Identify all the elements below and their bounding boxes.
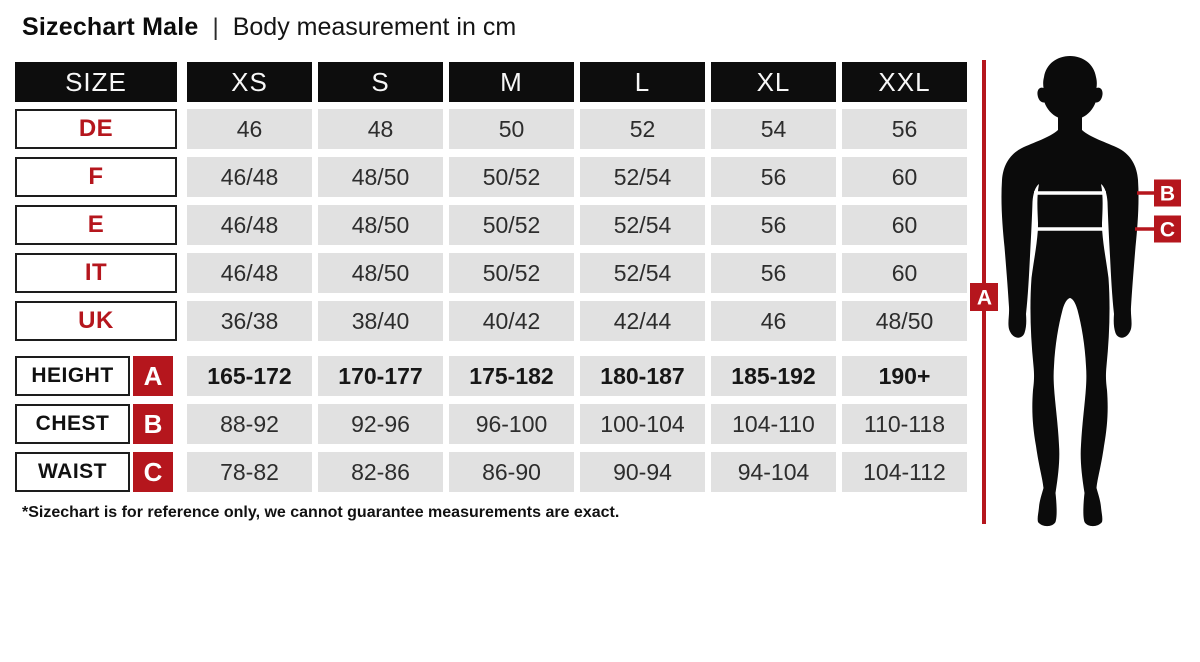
- figure-marker-c-label: C: [1160, 219, 1175, 242]
- table-cell: 92-96: [318, 404, 443, 444]
- table-cell: 48/50: [318, 157, 443, 197]
- table-cell: 96-100: [449, 404, 574, 444]
- table-cell: 52: [580, 109, 705, 149]
- row-label-height: HEIGHT: [15, 356, 130, 396]
- title-subtitle: Body measurement in cm: [232, 13, 517, 41]
- table-cell: 50/52: [449, 253, 574, 293]
- table-cell: 48/50: [842, 301, 967, 341]
- row-de: DE 46 48 50 52 54 56: [15, 109, 968, 149]
- row-it: IT 46/48 48/50 50/52 52/54 56 60: [15, 253, 968, 293]
- footnote: *Sizechart is for reference only, we can…: [22, 504, 620, 521]
- male-silhouette: [1001, 56, 1139, 527]
- column-header-l: L: [580, 62, 705, 102]
- table-cell: 48: [318, 109, 443, 149]
- figure-marker-b-label: B: [1160, 183, 1175, 206]
- table-cell: 46/48: [187, 205, 312, 245]
- column-header-xs: XS: [187, 62, 312, 102]
- table-cell: 104-110: [711, 404, 836, 444]
- table-cell: 48/50: [318, 205, 443, 245]
- table-cell: 60: [842, 253, 967, 293]
- row-height: HEIGHT A 165-172 170-177 175-182 180-187…: [15, 356, 968, 396]
- marker-c-badge: C: [133, 452, 173, 492]
- table-cell: 50/52: [449, 157, 574, 197]
- size-header-cell: SIZE: [15, 62, 177, 102]
- table-cell: 104-112: [842, 452, 967, 492]
- row-chest: CHEST B 88-92 92-96 96-100 100-104 104-1…: [15, 404, 968, 444]
- row-waist: WAIST C 78-82 82-86 86-90 90-94 94-104 1…: [15, 452, 968, 492]
- table-cell: 56: [842, 109, 967, 149]
- table-cell: 46/48: [187, 157, 312, 197]
- table-cell: 52/54: [580, 205, 705, 245]
- male-silhouette-graphic: A B C: [970, 56, 1181, 527]
- table-cell: 94-104: [711, 452, 836, 492]
- page-title: Sizechart Male | Body measurement in cm: [22, 13, 516, 42]
- header-row: SIZE XS S M L XL XXL: [15, 62, 968, 102]
- row-f: F 46/48 48/50 50/52 52/54 56 60: [15, 157, 968, 197]
- table-cell: 165-172: [187, 356, 312, 396]
- table-cell: 78-82: [187, 452, 312, 492]
- table-cell: 90-94: [580, 452, 705, 492]
- table-cell: 190+: [842, 356, 967, 396]
- figure-marker-a-badge: [970, 283, 998, 311]
- row-label-e: E: [15, 205, 177, 245]
- table-cell: 50/52: [449, 205, 574, 245]
- table-cell: 175-182: [449, 356, 574, 396]
- figure-marker-c-badge: [1154, 215, 1181, 243]
- table-cell: 50: [449, 109, 574, 149]
- marker-a-badge: A: [133, 356, 173, 396]
- table-cell: 56: [711, 205, 836, 245]
- row-e: E 46/48 48/50 50/52 52/54 56 60: [15, 205, 968, 245]
- table-cell: 60: [842, 205, 967, 245]
- table-cell: 56: [711, 157, 836, 197]
- table-cell: 36/38: [187, 301, 312, 341]
- table-cell: 46: [711, 301, 836, 341]
- figure-marker-a-label: A: [977, 287, 992, 310]
- column-header-m: M: [449, 62, 574, 102]
- table-cell: 42/44: [580, 301, 705, 341]
- table-cell: 48/50: [318, 253, 443, 293]
- table-cell: 52/54: [580, 253, 705, 293]
- body-measurement-figure: A B C: [970, 50, 1200, 540]
- title-main: Sizechart Male: [22, 13, 199, 41]
- table-cell: 38/40: [318, 301, 443, 341]
- table-cell: 86-90: [449, 452, 574, 492]
- column-header-xxl: XXL: [842, 62, 967, 102]
- row-label-uk: UK: [15, 301, 177, 341]
- title-separator: |: [212, 14, 219, 41]
- table-cell: 100-104: [580, 404, 705, 444]
- table-cell: 180-187: [580, 356, 705, 396]
- row-label-f: F: [15, 157, 177, 197]
- figure-marker-b-badge: [1154, 179, 1181, 207]
- column-header-xl: XL: [711, 62, 836, 102]
- table-cell: 88-92: [187, 404, 312, 444]
- row-label-de: DE: [15, 109, 177, 149]
- table-cell: 40/42: [449, 301, 574, 341]
- table-cell: 60: [842, 157, 967, 197]
- row-uk: UK 36/38 38/40 40/42 42/44 46 48/50: [15, 301, 968, 341]
- table-cell: 82-86: [318, 452, 443, 492]
- table-cell: 46: [187, 109, 312, 149]
- table-cell: 185-192: [711, 356, 836, 396]
- column-header-s: S: [318, 62, 443, 102]
- table-cell: 110-118: [842, 404, 967, 444]
- table-cell: 170-177: [318, 356, 443, 396]
- size-table: SIZE XS S M L XL XXL DE 46 48 50 52 54 5…: [15, 62, 968, 500]
- marker-b-badge: B: [133, 404, 173, 444]
- table-cell: 56: [711, 253, 836, 293]
- row-label-chest: CHEST: [15, 404, 130, 444]
- row-label-it: IT: [15, 253, 177, 293]
- row-label-waist: WAIST: [15, 452, 130, 492]
- table-cell: 52/54: [580, 157, 705, 197]
- table-cell: 54: [711, 109, 836, 149]
- table-cell: 46/48: [187, 253, 312, 293]
